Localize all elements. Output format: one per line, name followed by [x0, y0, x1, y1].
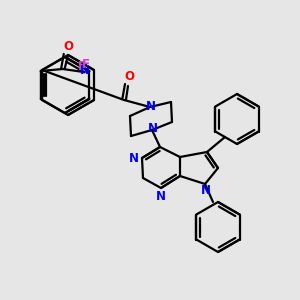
- Text: N: N: [201, 184, 211, 197]
- Text: N: N: [148, 122, 158, 136]
- Text: N: N: [156, 190, 166, 202]
- Text: F: F: [82, 58, 90, 71]
- Text: N: N: [146, 100, 156, 112]
- Text: O: O: [64, 40, 74, 53]
- Text: N: N: [129, 152, 139, 164]
- Text: O: O: [124, 70, 134, 83]
- Text: F: F: [78, 61, 86, 74]
- Text: N: N: [80, 64, 90, 77]
